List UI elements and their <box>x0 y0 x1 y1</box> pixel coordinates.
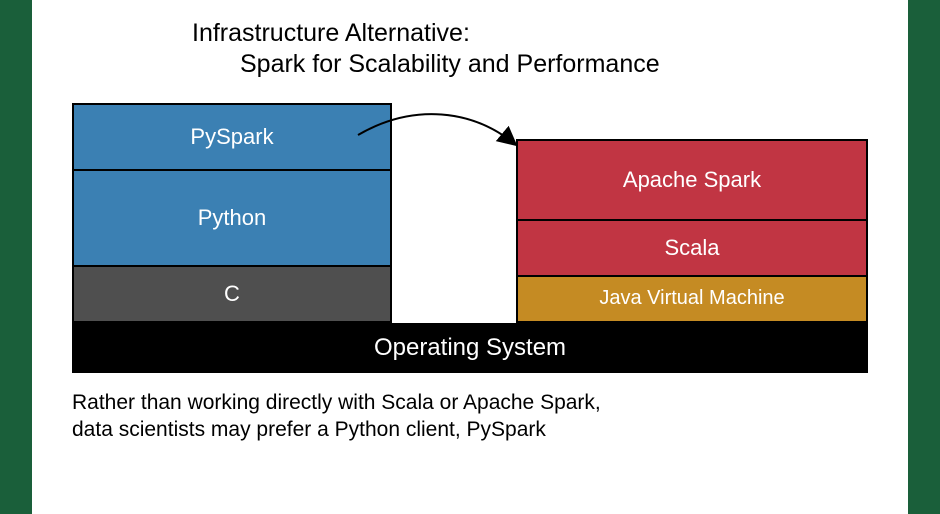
slide: Infrastructure Alternative: Spark for Sc… <box>32 0 908 514</box>
architecture-diagram: PySpark Python C Apache Spark Scala Java… <box>72 103 868 373</box>
layer-pyspark: PySpark <box>72 103 392 171</box>
layer-label: C <box>224 281 240 307</box>
title-line-2: Spark for Scalability and Performance <box>240 49 868 80</box>
layer-scala: Scala <box>516 221 868 277</box>
layer-label: Scala <box>664 235 719 261</box>
right-stack: Apache Spark Scala Java Virtual Machine <box>516 139 868 323</box>
left-stack: PySpark Python C <box>72 103 392 323</box>
layer-jvm: Java Virtual Machine <box>516 277 868 323</box>
layer-label: Apache Spark <box>623 167 761 193</box>
os-bar: Operating System <box>72 323 868 373</box>
layer-c: C <box>72 267 392 323</box>
caption: Rather than working directly with Scala … <box>72 389 868 444</box>
layer-label: PySpark <box>190 124 273 150</box>
layer-python: Python <box>72 171 392 267</box>
arrow-icon <box>358 115 538 175</box>
os-label: Operating System <box>374 334 566 362</box>
title-block: Infrastructure Alternative: Spark for Sc… <box>192 18 868 81</box>
caption-line-1: Rather than working directly with Scala … <box>72 389 868 416</box>
caption-line-2: data scientists may prefer a Python clie… <box>72 416 868 443</box>
layer-apache-spark: Apache Spark <box>516 139 868 221</box>
layer-label: Python <box>198 205 267 231</box>
title-line-1: Infrastructure Alternative: <box>192 18 868 49</box>
layer-label: Java Virtual Machine <box>599 287 784 310</box>
